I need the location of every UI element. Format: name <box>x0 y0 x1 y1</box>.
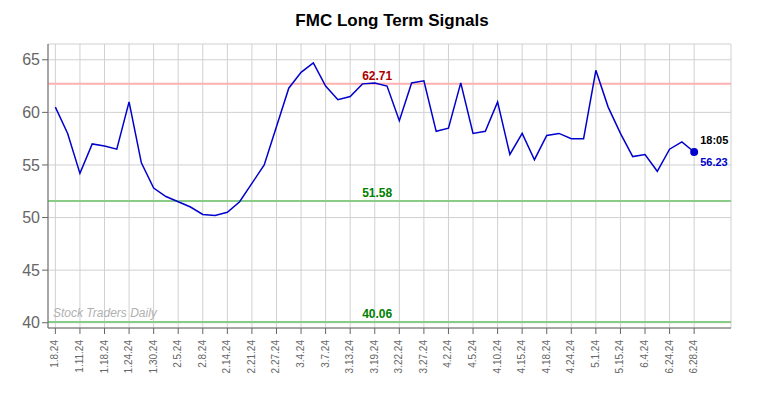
svg-text:3.4.24: 3.4.24 <box>295 340 306 368</box>
svg-text:2.27.24: 2.27.24 <box>270 340 281 374</box>
svg-text:18:05: 18:05 <box>700 134 728 146</box>
svg-text:55: 55 <box>22 157 40 174</box>
svg-text:6.4.24: 6.4.24 <box>639 340 650 368</box>
svg-text:6.28.24: 6.28.24 <box>688 340 699 374</box>
svg-text:40.06: 40.06 <box>362 307 392 321</box>
svg-text:4.18.24: 4.18.24 <box>541 340 552 374</box>
svg-text:4.2.24: 4.2.24 <box>442 340 453 368</box>
svg-text:5.15.24: 5.15.24 <box>614 340 625 374</box>
svg-text:3.22.24: 3.22.24 <box>393 340 404 374</box>
svg-text:6.24.24: 6.24.24 <box>664 340 675 374</box>
svg-text:2.14.24: 2.14.24 <box>221 340 232 374</box>
svg-text:51.58: 51.58 <box>362 186 392 200</box>
svg-text:45: 45 <box>22 262 40 279</box>
svg-text:1.18.24: 1.18.24 <box>99 340 110 374</box>
svg-text:60: 60 <box>22 104 40 121</box>
svg-text:2.21.24: 2.21.24 <box>246 340 257 374</box>
html-text:FMC Long Term Signals: FMC Long Term Signals <box>295 11 489 30</box>
svg-text:4.5.24: 4.5.24 <box>467 340 478 368</box>
svg-text:50: 50 <box>22 209 40 226</box>
svg-text:65: 65 <box>22 51 40 68</box>
svg-text:56.23: 56.23 <box>700 156 728 168</box>
svg-text:3.19.24: 3.19.24 <box>369 340 380 374</box>
svg-text:2.5.24: 2.5.24 <box>172 340 183 368</box>
svg-text:2.8.24: 2.8.24 <box>197 340 208 368</box>
svg-text:4.24.24: 4.24.24 <box>565 340 576 374</box>
svg-text:3.27.24: 3.27.24 <box>418 340 429 374</box>
svg-text:1.8.24: 1.8.24 <box>49 340 60 368</box>
svg-text:3.7.24: 3.7.24 <box>320 340 331 368</box>
svg-text:4.10.24: 4.10.24 <box>492 340 503 374</box>
svg-text:4.15.24: 4.15.24 <box>516 340 527 374</box>
svg-text:1.24.24: 1.24.24 <box>123 340 134 374</box>
svg-text:62.71: 62.71 <box>362 69 392 83</box>
svg-text:40: 40 <box>22 314 40 331</box>
svg-text:3.13.24: 3.13.24 <box>344 340 355 374</box>
svg-text:Stock Traders Daily: Stock Traders Daily <box>53 306 158 320</box>
svg-text:5.1.24: 5.1.24 <box>590 340 601 368</box>
svg-text:1.11.24: 1.11.24 <box>74 340 85 373</box>
svg-text:1.30.24: 1.30.24 <box>148 340 159 374</box>
